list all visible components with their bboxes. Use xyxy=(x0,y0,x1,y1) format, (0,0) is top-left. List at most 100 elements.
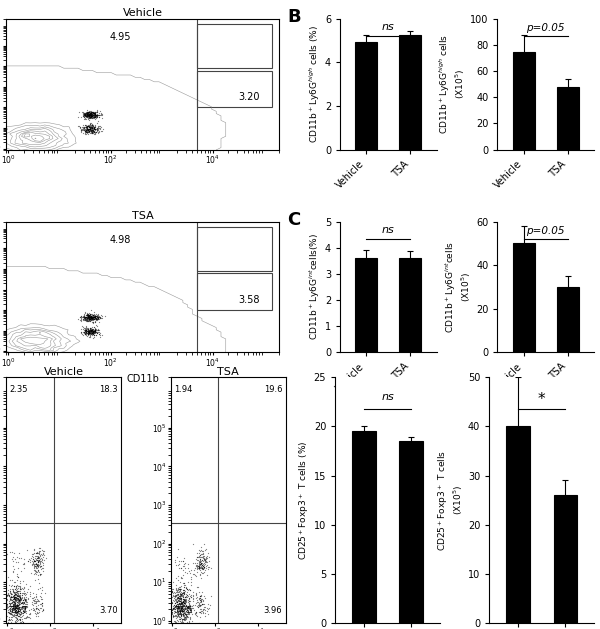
Point xyxy=(184,594,194,604)
Point xyxy=(82,126,91,136)
Point xyxy=(13,590,23,600)
Point xyxy=(197,562,207,572)
Point xyxy=(85,313,95,323)
Point xyxy=(18,595,28,605)
Point xyxy=(82,109,91,120)
Point xyxy=(88,327,98,337)
Point xyxy=(9,607,19,617)
Point xyxy=(179,615,189,625)
Point xyxy=(12,614,22,624)
Point xyxy=(196,600,205,610)
Point xyxy=(93,309,103,320)
Point xyxy=(31,598,41,608)
Point xyxy=(169,599,179,610)
Point xyxy=(6,592,16,602)
Point xyxy=(85,124,94,134)
Point xyxy=(84,327,94,337)
Point xyxy=(10,598,20,608)
Point xyxy=(170,555,179,565)
Point xyxy=(175,599,185,610)
Point xyxy=(89,124,98,134)
Point xyxy=(185,604,194,615)
Point xyxy=(12,552,22,562)
Point xyxy=(90,108,100,118)
Point xyxy=(182,610,191,620)
Point xyxy=(83,110,93,120)
Point xyxy=(13,606,22,616)
Point xyxy=(29,565,39,576)
Point xyxy=(177,587,187,598)
Point xyxy=(86,313,95,323)
Point xyxy=(83,109,92,120)
Point xyxy=(16,566,26,576)
Point xyxy=(88,312,97,322)
Point xyxy=(173,597,182,607)
Point xyxy=(178,590,188,600)
Point xyxy=(13,589,23,599)
Point xyxy=(86,110,96,120)
Point xyxy=(35,551,45,561)
Point xyxy=(79,326,88,337)
Point xyxy=(182,602,192,612)
Point xyxy=(174,587,184,597)
Point xyxy=(191,607,200,617)
Point xyxy=(16,603,26,613)
Point xyxy=(85,312,94,322)
Point xyxy=(16,583,25,593)
Point xyxy=(85,109,94,119)
Point xyxy=(12,610,22,620)
Point xyxy=(184,593,194,603)
Point xyxy=(8,586,18,596)
Point xyxy=(179,610,189,620)
Point xyxy=(31,557,40,567)
Point xyxy=(20,594,30,604)
Point xyxy=(176,581,186,591)
Point xyxy=(91,108,101,118)
Point xyxy=(36,569,46,579)
Point xyxy=(31,589,41,599)
Point xyxy=(201,554,211,564)
Point xyxy=(175,603,184,613)
Point xyxy=(13,615,23,625)
Point xyxy=(178,589,187,599)
Point xyxy=(169,611,179,621)
Point xyxy=(23,593,33,603)
Point xyxy=(2,590,12,600)
Point xyxy=(31,601,40,611)
Point xyxy=(94,110,104,120)
Point xyxy=(37,545,47,555)
Point xyxy=(85,327,95,337)
Point xyxy=(168,604,178,614)
Point xyxy=(200,554,209,564)
Point xyxy=(18,594,28,604)
Point xyxy=(37,598,46,608)
Point xyxy=(190,571,199,581)
Point xyxy=(81,111,91,121)
Point xyxy=(178,601,188,611)
Point xyxy=(85,110,95,120)
Point xyxy=(176,613,186,623)
Point xyxy=(19,598,28,608)
Point xyxy=(5,595,15,605)
Point xyxy=(180,608,190,618)
Point xyxy=(170,591,180,601)
Point xyxy=(201,556,211,566)
Point xyxy=(196,593,205,603)
Point xyxy=(186,591,196,601)
Point xyxy=(187,608,196,618)
Point xyxy=(33,596,43,606)
Point xyxy=(9,607,19,617)
Point xyxy=(88,333,98,343)
Point xyxy=(19,594,29,604)
Point xyxy=(80,313,89,323)
Point xyxy=(19,606,28,616)
Point xyxy=(176,625,186,629)
Point xyxy=(175,606,184,616)
Point xyxy=(181,611,190,621)
Point xyxy=(78,111,88,121)
Point xyxy=(76,313,85,323)
Point xyxy=(16,594,26,604)
Point xyxy=(91,107,100,117)
Point xyxy=(10,610,19,620)
Point xyxy=(174,594,184,604)
